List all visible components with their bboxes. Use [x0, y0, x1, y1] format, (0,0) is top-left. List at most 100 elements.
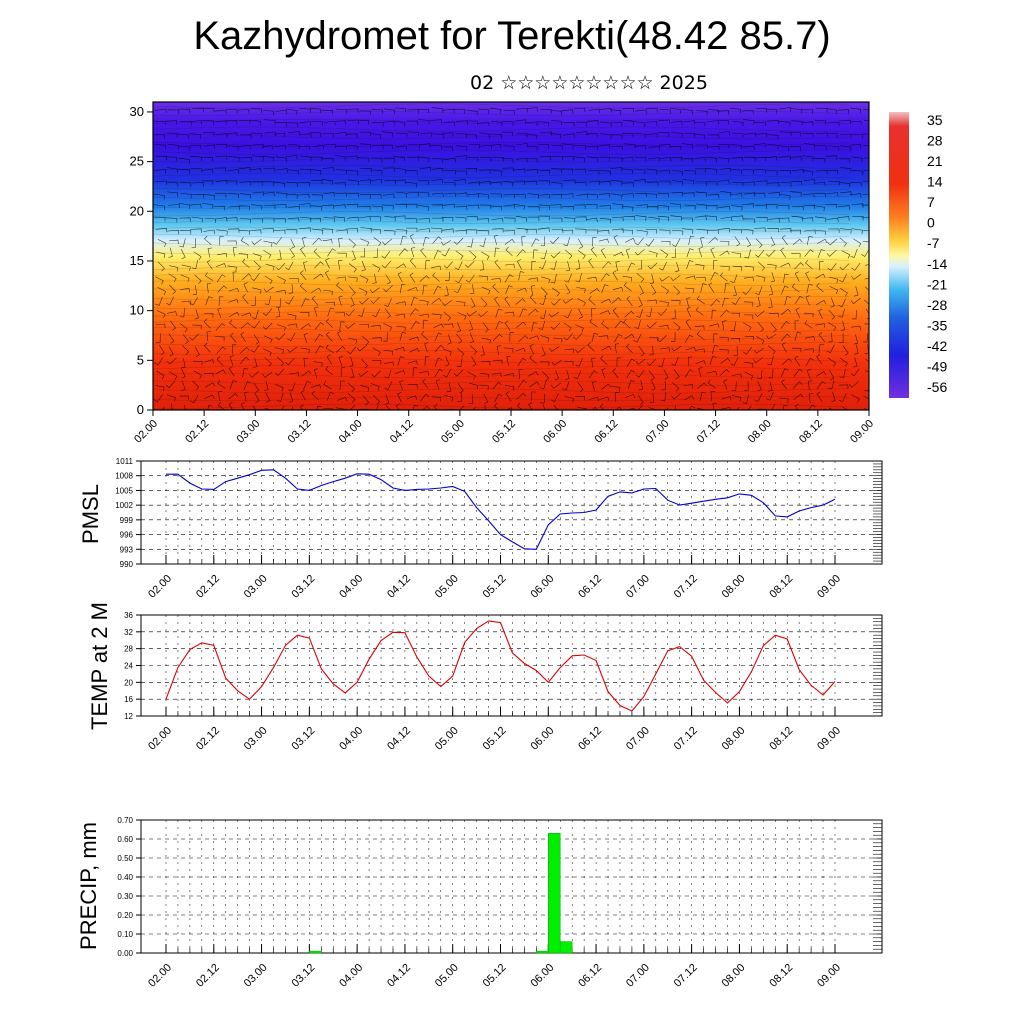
x-tick-label: 08.00 — [720, 573, 748, 601]
pmsl-series-line — [166, 469, 836, 550]
temp-grid — [141, 614, 882, 717]
precip-bars — [309, 833, 573, 954]
precip-y-axis: 0.00 0.10 0.20 0.30 0.40 0.50 0.60 0.70 — [117, 816, 141, 958]
x-tick-label: 02.12 — [194, 962, 222, 990]
x-tick-label: 07.00 — [624, 573, 652, 601]
x-tick-label: 04.00 — [337, 962, 365, 990]
y-tick-label: 0.40 — [117, 873, 133, 882]
x-tick-label: 03.00 — [242, 573, 270, 601]
x-tick-label: 08.12 — [767, 962, 795, 990]
x-tick-label: 07.12 — [672, 962, 700, 990]
cross-section-x-tick-label: 09.00 — [848, 418, 876, 446]
cross-section-x-tick-label: 03.00 — [234, 418, 262, 446]
x-tick-label: 06.00 — [528, 573, 556, 601]
precip-panel: 0.000.100.200.300.400.500.600.70 02.00 02… — [76, 816, 883, 990]
cross-section-x-tick-label: 06.12 — [592, 418, 620, 446]
cross-section-y-tick-label: 5 — [137, 352, 144, 367]
y-tick-label: 16 — [124, 695, 133, 704]
cross-section-y-tick-label: 20 — [130, 203, 144, 218]
colorbar-label: 21 — [927, 153, 943, 169]
y-tick-label: 0.50 — [117, 854, 133, 863]
wind-barb-field — [153, 103, 869, 410]
x-tick-label: 03.00 — [242, 962, 270, 990]
y-tick-label: 1002 — [115, 501, 133, 510]
y-tick-label: 1005 — [115, 486, 133, 495]
y-tick-label: 0.70 — [117, 816, 133, 825]
x-tick-label: 09.00 — [815, 725, 843, 753]
pmsl-x-axis: 02.00 02.12 03.00 03.12 04.00 04.12 05.00 05.12… — [146, 555, 843, 601]
colorbar-label: -56 — [927, 379, 947, 395]
cross-section-x-tick-label: 04.00 — [337, 418, 365, 446]
cross-section-x-tick-label: 06.00 — [541, 418, 569, 446]
x-tick-label: 05.00 — [433, 725, 461, 753]
x-tick-label: 07.12 — [672, 725, 700, 753]
y-tick-label: 24 — [124, 662, 133, 671]
x-tick-label: 06.12 — [576, 573, 604, 601]
y-tick-label: 993 — [120, 545, 134, 554]
x-tick-label: 04.00 — [337, 573, 365, 601]
precip-bar — [536, 950, 549, 954]
cross-section-panel: 0 5 10 15 20 25 30 02.00 02.12 03.00 03.12 04.00 04… — [130, 101, 876, 446]
cross-section-x-tick-label: 07.12 — [695, 418, 723, 446]
x-tick-label: 02.00 — [146, 725, 174, 753]
cross-section-x-axis: 02.00 02.12 03.00 03.12 04.00 04.12 05.00 05.12… — [132, 410, 876, 446]
cross-section-y-tick-label: 10 — [130, 303, 144, 318]
x-tick-label: 07.00 — [624, 962, 652, 990]
colorbar-label: -14 — [927, 256, 947, 272]
y-tick-label: 999 — [120, 516, 134, 525]
x-tick-label: 09.00 — [815, 573, 843, 601]
precip-bar — [548, 833, 561, 954]
precip-x-axis: 02.00 02.12 03.00 03.12 04.00 04.12 05.00 05.12… — [146, 944, 843, 990]
y-tick-label: 0.30 — [117, 892, 133, 901]
x-tick-label: 06.00 — [528, 725, 556, 753]
x-tick-label: 04.12 — [385, 725, 413, 753]
precip-bar — [559, 941, 573, 954]
colorbar-gradient — [889, 112, 909, 398]
colorbar-label: -42 — [927, 338, 947, 354]
colorbar: 35 28 21 14 7 0 -7 -14 -21 -28 -35 -42 -49 -56 — [889, 112, 947, 398]
cross-section-y-tick-label: 0 — [137, 402, 144, 417]
x-tick-label: 08.00 — [720, 725, 748, 753]
cross-section-x-tick-label: 04.12 — [388, 418, 416, 446]
y-tick-label: 12 — [124, 712, 133, 721]
y-tick-label: 0.60 — [117, 835, 133, 844]
y-tick-label: 32 — [124, 628, 133, 637]
colorbar-label: -7 — [927, 235, 940, 251]
x-tick-label: 04.12 — [385, 573, 413, 601]
x-tick-label: 08.12 — [767, 725, 795, 753]
temp-y-axis: 12 16 20 24 28 32 36 — [124, 611, 141, 721]
x-tick-label: 06.12 — [576, 725, 604, 753]
colorbar-label: -49 — [927, 358, 947, 374]
precip-y-label: PRECIP, mm — [76, 822, 101, 950]
precip-frame — [140, 819, 883, 954]
x-tick-label: 02.12 — [194, 573, 222, 601]
colorbar-label: -28 — [927, 297, 947, 313]
x-tick-label: 04.12 — [385, 962, 413, 990]
x-tick-label: 05.12 — [481, 962, 509, 990]
chart-title: Kazhydromet for Terekti(48.42 85.7) — [193, 14, 831, 58]
precip-bar — [309, 950, 322, 954]
x-tick-label: 03.12 — [290, 962, 318, 990]
x-tick-label: 07.00 — [624, 725, 652, 753]
y-tick-label: 28 — [124, 645, 133, 654]
x-tick-label: 05.00 — [433, 962, 461, 990]
chart-subtitle: 02 ☆☆☆☆☆☆☆☆☆ 2025 — [470, 72, 708, 94]
colorbar-label: 28 — [927, 133, 943, 149]
x-tick-label: 05.12 — [481, 725, 509, 753]
wind-barbs — [153, 107, 869, 410]
colorbar-label: -35 — [927, 317, 947, 333]
cross-section-x-tick-label: 02.00 — [132, 418, 160, 446]
x-tick-label: 09.00 — [815, 962, 843, 990]
x-tick-label: 03.12 — [290, 725, 318, 753]
colorbar-labels: 35 28 21 14 7 0 -7 -14 -21 -28 -35 -42 -49 -56 — [927, 112, 947, 395]
y-tick-label: 36 — [124, 611, 133, 620]
colorbar-label: 14 — [927, 174, 943, 190]
y-tick-label: 996 — [120, 531, 134, 540]
x-tick-label: 06.00 — [528, 962, 556, 990]
y-tick-label: 0.20 — [117, 911, 133, 920]
pmsl-y-axis: 990 993 996 999 1002 1005 1008 1011 — [115, 457, 141, 569]
cross-section-x-tick-label: 05.12 — [490, 418, 518, 446]
precip-grid — [141, 819, 882, 954]
cross-section-x-tick-label: 08.00 — [746, 418, 774, 446]
